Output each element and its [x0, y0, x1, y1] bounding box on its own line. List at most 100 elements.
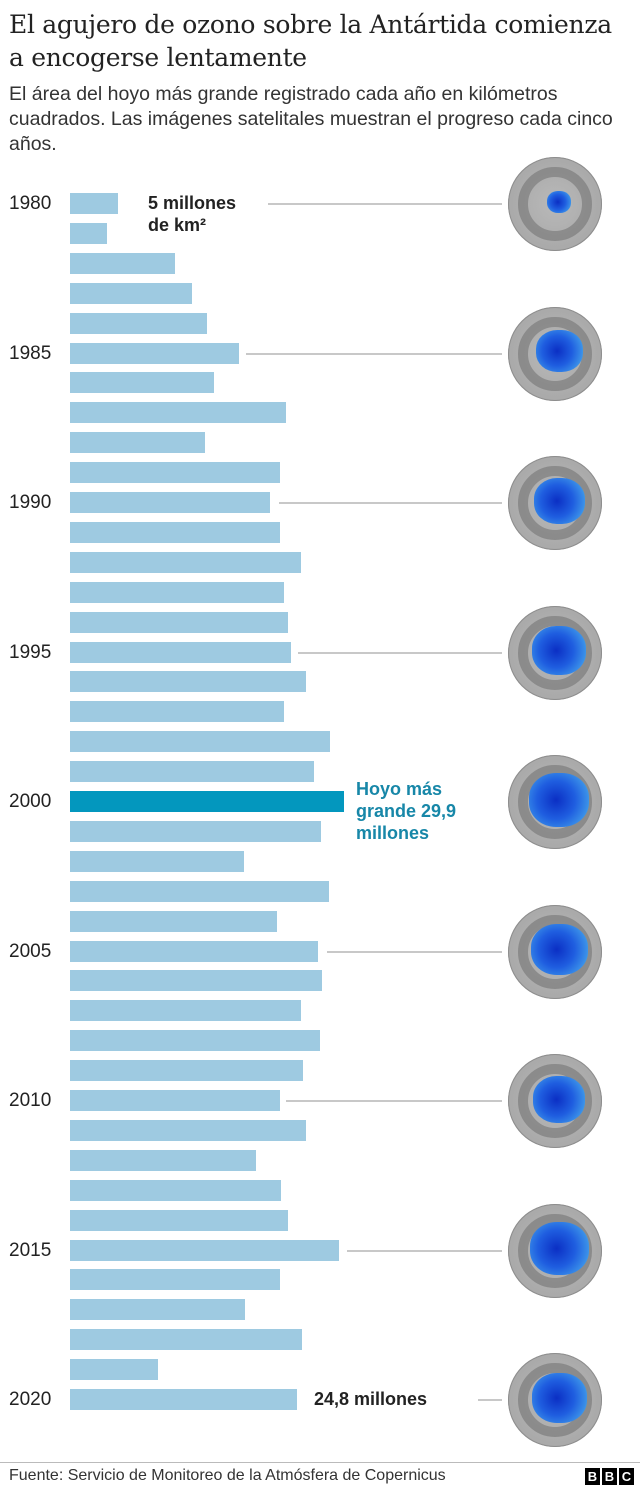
- leader-line: [279, 502, 502, 504]
- bar-row: 2010: [0, 1054, 640, 1148]
- ozone-hole-shape: [529, 773, 589, 827]
- ozone-hole-shape: [533, 478, 585, 525]
- bar: [70, 581, 284, 603]
- annotation-max: Hoyo más grande 29,9 millones: [356, 779, 457, 843]
- bar-row: [0, 222, 640, 244]
- bar-row: [0, 372, 640, 394]
- bar-row: [0, 611, 640, 633]
- bar: [70, 820, 321, 842]
- satellite-globe-image: [508, 605, 602, 700]
- satellite-globe-image: [508, 157, 602, 251]
- bar-row: [0, 1359, 640, 1381]
- ozone-hole-shape: [529, 1221, 589, 1275]
- satellite-globe-image: [508, 456, 602, 550]
- bar-row: 2005: [0, 904, 640, 999]
- bar: [70, 761, 314, 783]
- leader-line: [298, 651, 502, 654]
- bar: [70, 1179, 281, 1201]
- satellite-globe-image: [508, 904, 602, 999]
- year-label: 1990: [9, 492, 52, 513]
- bar-row: [0, 1329, 640, 1351]
- bar: [70, 252, 175, 274]
- bar-row: [0, 432, 640, 454]
- bar-row: [0, 462, 640, 484]
- bar-row: [0, 880, 640, 902]
- bar: [70, 222, 107, 244]
- bar: [70, 611, 288, 633]
- bar-row: [0, 761, 640, 783]
- bar: [70, 462, 280, 484]
- bar-row: [0, 312, 640, 334]
- bar-row: [0, 551, 640, 573]
- chart-title: El agujero de ozono sobre la Antártida c…: [9, 10, 612, 72]
- bar: [70, 1209, 288, 1231]
- bar: [70, 1269, 280, 1291]
- bar-row: [0, 521, 640, 543]
- bar-row: 1990: [0, 456, 640, 550]
- ozone-hole-shape: [530, 923, 588, 975]
- satellite-globe-image: [508, 755, 602, 849]
- bar: [70, 1149, 256, 1171]
- bar-row: [0, 282, 640, 304]
- bar-row: [0, 1269, 640, 1291]
- annotation-first: 5 millones de km²: [148, 193, 237, 235]
- bar-row: 2015: [0, 1203, 640, 1298]
- bar-row: 2020: [0, 1353, 640, 1447]
- bar: [70, 1329, 302, 1351]
- bar: [70, 521, 280, 543]
- ozone-hole-shape: [533, 1075, 585, 1123]
- year-label: 2015: [9, 1239, 52, 1261]
- bar: [70, 671, 306, 693]
- bar-row: [0, 1030, 640, 1052]
- bar-row: [0, 850, 640, 872]
- bar: [70, 372, 214, 394]
- bar-row: [0, 820, 640, 842]
- bar-row: [0, 581, 640, 603]
- bar: [70, 551, 301, 573]
- bar-row: [0, 970, 640, 992]
- leader-line: [327, 950, 502, 953]
- bar: [70, 193, 118, 214]
- bar: [70, 1359, 158, 1381]
- bar: [70, 940, 318, 962]
- bar: [70, 312, 207, 334]
- bar: [70, 1389, 297, 1410]
- bbc-logo-letter: C: [619, 1468, 634, 1485]
- bar: [70, 1000, 301, 1022]
- bar: [70, 432, 205, 454]
- satellite-globe-image: [508, 1353, 602, 1447]
- bar-row: [0, 1119, 640, 1141]
- leader-line: [347, 1249, 502, 1252]
- bar: [70, 342, 239, 364]
- year-label: 1980: [9, 193, 52, 214]
- leader-line: [246, 352, 502, 355]
- bar-row: [0, 402, 640, 424]
- bar-row: [0, 1000, 640, 1022]
- bar: [70, 1299, 245, 1321]
- ozone-hole-shape: [547, 191, 571, 214]
- year-label: 2000: [9, 791, 52, 812]
- leader-line: [268, 203, 502, 205]
- year-label: 2020: [9, 1389, 52, 1410]
- year-label: 1995: [9, 641, 52, 663]
- bar-row: [0, 910, 640, 932]
- ozone-hole-shape: [532, 626, 586, 676]
- leader-line: [478, 1399, 502, 1401]
- bar: [70, 970, 322, 992]
- year-label: 1985: [9, 342, 52, 364]
- bar-row: [0, 1060, 640, 1082]
- bbc-logo-letter: B: [585, 1468, 600, 1485]
- bar-row: 1980: [0, 157, 640, 251]
- bar: [70, 910, 277, 932]
- year-label: 2010: [9, 1090, 52, 1111]
- bar: [70, 492, 270, 513]
- leader-line: [286, 1100, 502, 1102]
- bar: [70, 791, 344, 812]
- bar: [70, 850, 244, 872]
- bar: [70, 1090, 280, 1111]
- footer-divider: [0, 1462, 640, 1463]
- annotation-last: 24,8 millones: [314, 1389, 428, 1409]
- satellite-globe-image: [508, 306, 602, 401]
- bar-row: [0, 1209, 640, 1231]
- bbc-logo: B B C: [585, 1468, 634, 1485]
